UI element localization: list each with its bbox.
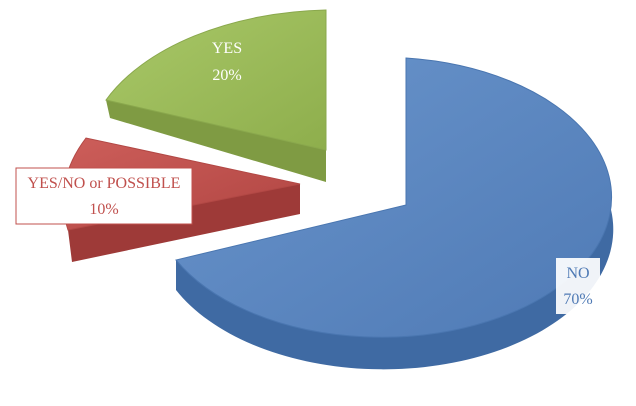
slice-label-maybe-percent: 10% <box>89 201 118 218</box>
slice-label-maybe-name: YES/NO or POSSIBLE <box>28 175 181 192</box>
slice-label-no-percent: 70% <box>563 291 592 308</box>
slice-label-yes-name: YES <box>212 40 242 57</box>
slice-label-yes-percent: 20% <box>212 67 241 84</box>
slice-label-yes: YES 20% <box>212 40 242 84</box>
slice-label-no: NO 70% <box>556 258 600 314</box>
slice-label-no-name: NO <box>566 265 589 282</box>
pie-slice-yes-side <box>106 100 326 182</box>
pie-slice-yes <box>105 9 327 151</box>
slice-label-maybe: YES/NO or POSSIBLE 10% <box>15 167 193 225</box>
